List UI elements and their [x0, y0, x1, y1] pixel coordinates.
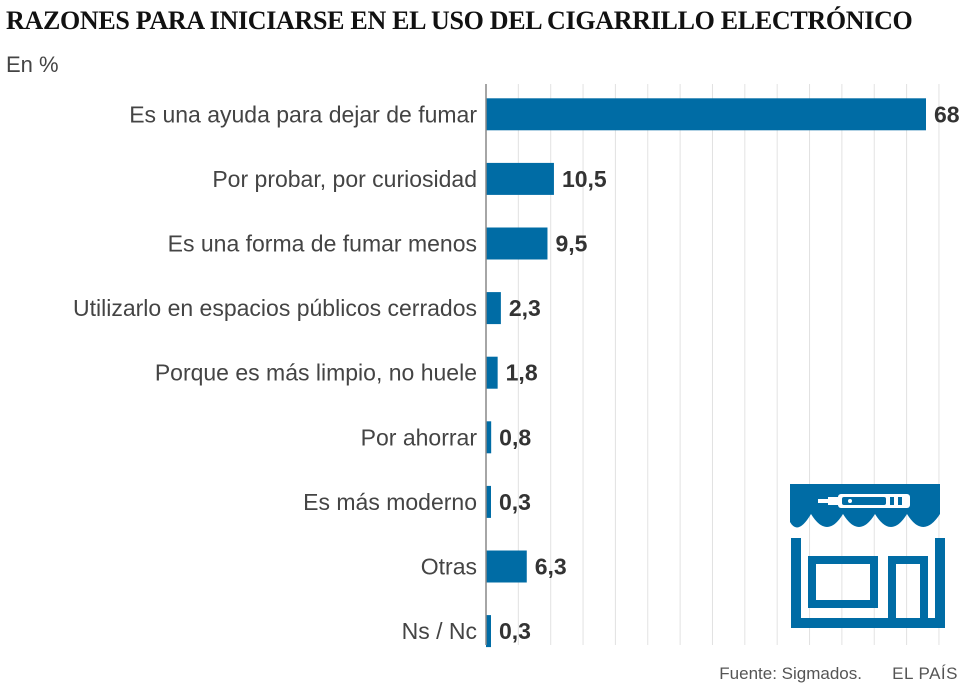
gridlines: [517, 84, 940, 645]
category-label: Es más moderno: [303, 489, 477, 515]
value-label: 6,3: [535, 554, 567, 580]
category-label: Es una forma de fumar menos: [168, 231, 477, 257]
brand-label: EL PAÍS: [892, 664, 958, 683]
bar: [486, 550, 527, 583]
bar: [486, 421, 492, 454]
bar: [486, 356, 498, 389]
category-label: Es una ayuda para dejar de fumar: [129, 101, 477, 127]
value-label: 0,3: [499, 618, 531, 644]
category-label: Por ahorrar: [361, 424, 478, 450]
source-note: Fuente: Sigmados.: [719, 664, 862, 683]
bar: [486, 227, 548, 260]
bar: [486, 292, 501, 325]
bar: [486, 485, 491, 518]
category-label: Otras: [421, 554, 477, 580]
bars: [486, 98, 926, 648]
bar: [486, 615, 491, 648]
category-label: Porque es más limpio, no huele: [155, 360, 477, 386]
bar: [486, 98, 926, 131]
category-label: Ns / Nc: [402, 618, 477, 644]
chart-title: RAZONES PARA INICIARSE EN EL USO DEL CIG…: [6, 6, 913, 35]
value-label: 0,8: [499, 424, 531, 450]
value-label: 2,3: [509, 295, 541, 321]
category-label: Utilizarlo en espacios públicos cerrados: [73, 295, 477, 321]
value-labels: 68 10,5 9,5 2,3 1,8 0,8 0,3 6,3 0,3: [499, 101, 960, 644]
category-label: Por probar, por curiosidad: [212, 166, 477, 192]
value-label: 68: [934, 101, 960, 127]
category-labels: Es una ayuda para dejar de fumar Por prob…: [73, 101, 477, 644]
e-cigarette-shop-icon: [790, 484, 945, 628]
chart-unit: En %: [6, 52, 59, 77]
value-label: 10,5: [562, 166, 607, 192]
value-label: 0,3: [499, 489, 531, 515]
value-label: 1,8: [506, 360, 538, 386]
value-label: 9,5: [555, 231, 587, 257]
bar: [486, 162, 554, 195]
